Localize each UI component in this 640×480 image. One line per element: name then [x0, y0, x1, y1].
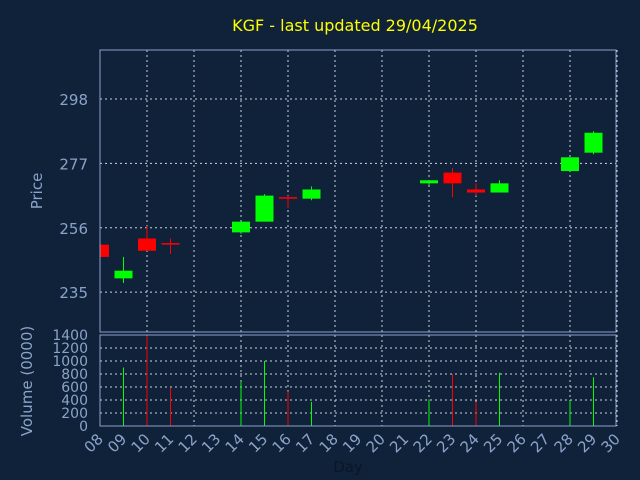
volume-tick-label: 1400: [52, 328, 88, 344]
day-x-ticks: 0809101112131415161718192021222324252627…: [81, 430, 624, 456]
candle-body: [420, 180, 438, 184]
price-tick-label: 277: [59, 155, 88, 173]
price-tick-label: 256: [59, 220, 88, 238]
volume-tick-label: 600: [61, 380, 88, 396]
candle-body: [279, 197, 297, 199]
chart-title: KGF - last updated 29/04/2025: [232, 16, 478, 35]
candle-body: [100, 244, 109, 257]
volume-tick-label: 200: [61, 406, 88, 422]
price-tick-label: 235: [59, 284, 88, 302]
candle-body: [302, 189, 321, 199]
volume-tick-label: 1000: [52, 354, 88, 370]
volume-panel-frame: [99, 334, 617, 427]
volume-tick-label: 1200: [52, 341, 88, 357]
candle-body: [114, 270, 133, 279]
candle-body: [443, 172, 462, 184]
price-axis-label: Price: [28, 173, 46, 210]
price-tick-label: 298: [59, 91, 88, 109]
candle-body: [255, 195, 274, 222]
candle-body: [232, 221, 250, 233]
volume-tick-label: 400: [61, 393, 88, 409]
candle-body: [490, 183, 509, 193]
price-grid: [99, 50, 618, 332]
price-y-ticks: 235 256 277 298: [59, 91, 88, 302]
candle-body: [138, 238, 156, 251]
price-panel-frame: [99, 49, 617, 333]
candle-body: [467, 189, 485, 193]
volume-tick-label: 800: [61, 367, 88, 383]
volume-tick-label: 0: [79, 419, 88, 435]
candle-body: [161, 243, 180, 245]
volume-axis-label: Volume (0000): [18, 326, 36, 436]
day-axis-label: Day: [333, 458, 363, 476]
price-candles: [99, 131, 603, 283]
candle-body: [584, 132, 603, 153]
volume-bars: [123, 335, 594, 426]
candle-body: [561, 157, 579, 172]
